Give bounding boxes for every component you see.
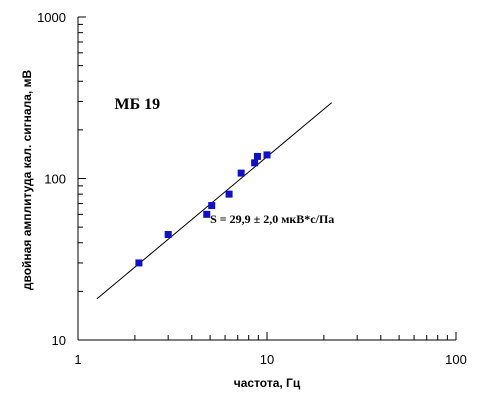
y-tick-label: 10 [52, 333, 66, 348]
x-tick-label: 10 [260, 352, 274, 367]
data-point [237, 169, 245, 177]
axis-ticks [77, 16, 457, 341]
data-points [135, 151, 271, 267]
data-point [203, 210, 211, 218]
annotations: МБ 19 S = 29,9 ± 2,0 мкВ*с/Па [115, 96, 335, 226]
annotation-series-label: МБ 19 [115, 96, 161, 113]
annotation-sensitivity: S = 29,9 ± 2,0 мкВ*с/Па [210, 212, 334, 226]
x-axis-title: частота, Гц [234, 376, 301, 390]
data-point [135, 259, 143, 267]
x-tick-label: 1 [74, 352, 81, 367]
data-point [263, 151, 271, 159]
fit-line [96, 102, 333, 300]
data-point [164, 231, 172, 239]
data-point [225, 190, 233, 198]
data-point [253, 152, 261, 160]
axis-tick-labels: 1 10 100 10 100 1000 [37, 10, 467, 367]
y-axis-title: двойная амплитуда кал. сигнала, мВ [20, 70, 34, 291]
x-tick-label: 100 [445, 352, 467, 367]
y-tick-label: 100 [44, 172, 66, 187]
data-point [251, 159, 259, 167]
y-tick-label: 1000 [37, 10, 66, 25]
data-point [208, 202, 216, 210]
plot-area: 1 10 100 10 100 1000 МБ 19 S = 29,9 ± 2,0 мкВ*… [37, 10, 467, 367]
